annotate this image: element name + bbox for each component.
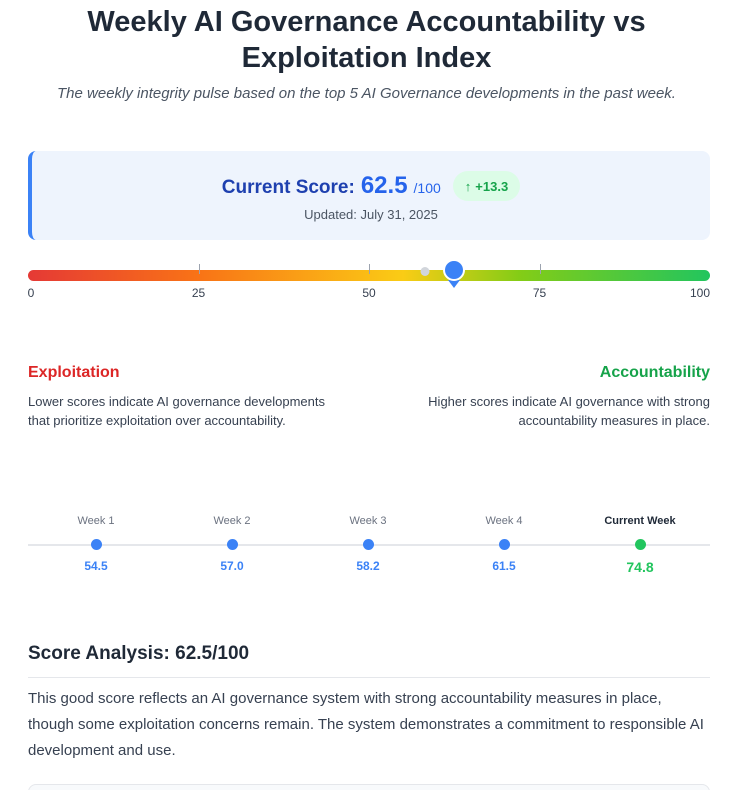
gauge-tick	[198, 264, 200, 274]
current-score-card: Current Score: 62.5 /100 ↑ +13.3 Updated…	[28, 151, 710, 240]
score-value: 62.5	[360, 172, 408, 199]
timeline-week: Week 1 54.5	[36, 512, 156, 573]
timeline-week: Week 3 58.2	[308, 512, 428, 573]
week-label: Week 2	[213, 515, 251, 527]
accountability-description: Higher scores indicate AI governance wit…	[428, 394, 710, 428]
page-title: Weekly AI Governance Accountability vs E…	[0, 4, 733, 76]
score-analysis-text: This good score reflects an AI governanc…	[28, 690, 704, 759]
page-subtitle: The weekly integrity pulse based on the …	[57, 85, 676, 102]
next-section-card	[28, 784, 710, 790]
week-value: 74.8	[626, 559, 654, 575]
week-dot[interactable]	[90, 539, 102, 550]
gauge-tick	[369, 264, 370, 274]
page-title-line-2: Exploitation Index	[241, 42, 492, 74]
timeline-week: Current Week 74.8	[580, 512, 700, 575]
timeline-week: Week 4 61.5	[444, 512, 564, 573]
week-label: Current Week	[604, 515, 676, 527]
gauge-tick-label: 0	[27, 286, 35, 300]
score-line: Current Score: 62.5 /100 ↑ +13.3	[32, 171, 710, 201]
score-text: Current Score: 62.5 /100	[222, 172, 441, 200]
arrow-up-icon: ↑	[464, 178, 472, 194]
page-title-line-1: Weekly AI Governance Accountability vs	[87, 6, 646, 38]
week-dot[interactable]	[362, 539, 374, 550]
score-change-value: +13.3	[475, 178, 509, 194]
week-dot[interactable]	[634, 539, 646, 550]
week-value: 57.0	[220, 559, 244, 573]
exploitation-title: Exploitation	[28, 364, 120, 381]
week-label: Week 1	[77, 515, 115, 527]
score-gauge: 0 25 50 75 100	[28, 256, 710, 306]
score-change-badge: ↑ +13.3	[452, 171, 521, 201]
weekly-timeline: Week 1 54.5 Week 2 57.0 Week 3 58.2 Week 4 61.5…	[28, 512, 710, 582]
week-value: 54.5	[84, 559, 108, 573]
gauge-gradient-bar	[28, 270, 710, 281]
score-analysis-title: Score Analysis: 62.5/100	[28, 643, 710, 678]
gauge-tick	[539, 264, 541, 274]
gauge-tick-label: 25	[191, 286, 206, 300]
exploitation-section: Exploitation Lower scores indicate AI go…	[28, 364, 348, 430]
exploitation-description: Lower scores indicate AI governance deve…	[28, 394, 326, 428]
score-label: Current Score:	[221, 177, 355, 198]
gauge-tick-label: 100	[689, 286, 711, 300]
week-dot[interactable]	[498, 539, 510, 550]
accountability-section: Accountability Higher scores indicate AI…	[390, 364, 710, 430]
gauge-current-pointer[interactable]	[443, 259, 466, 281]
week-value: 58.2	[356, 559, 380, 573]
updated-date: Updated: July 31, 2025	[304, 207, 438, 222]
week-label: Week 4	[485, 515, 523, 527]
gauge-tick-label: 75	[532, 286, 547, 300]
gauge-pointer-tip	[448, 280, 461, 288]
week-dot[interactable]	[226, 539, 238, 550]
gauge-previous-marker	[420, 267, 430, 276]
week-value: 61.5	[492, 559, 516, 573]
accountability-title: Accountability	[599, 364, 710, 381]
timeline-week: Week 2 57.0	[172, 512, 292, 573]
score-max: /100	[413, 180, 441, 196]
gauge-tick-label: 50	[362, 286, 376, 300]
week-label: Week 3	[349, 515, 387, 527]
